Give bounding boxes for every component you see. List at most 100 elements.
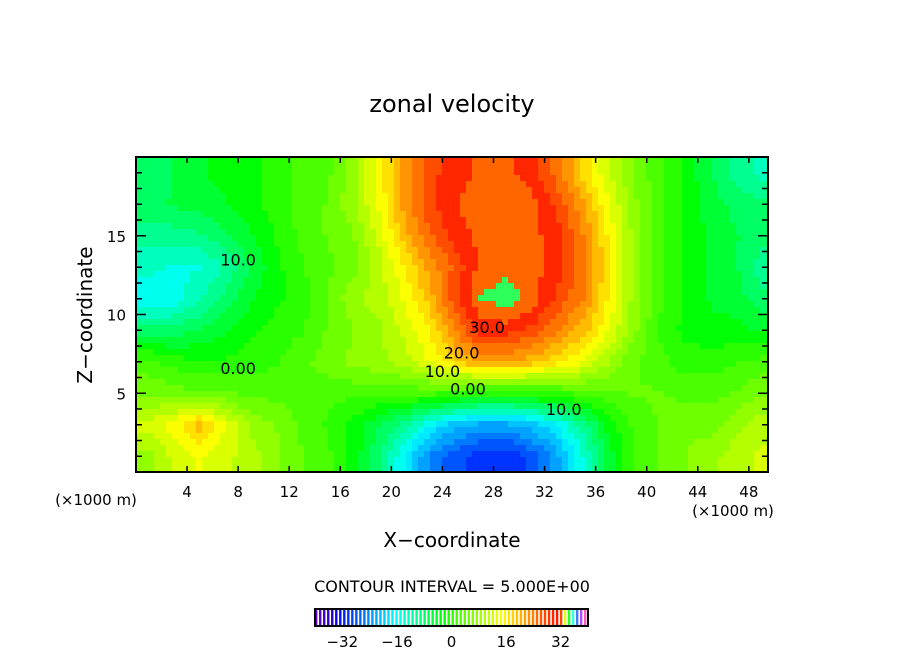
heatmap-cell bbox=[550, 295, 557, 302]
heatmap-cell bbox=[604, 403, 611, 410]
heatmap-cell bbox=[256, 175, 263, 182]
heatmap-cell bbox=[316, 271, 323, 278]
heatmap-cell bbox=[292, 235, 299, 242]
heatmap-cell bbox=[190, 265, 197, 272]
heatmap-cell bbox=[262, 385, 269, 392]
heatmap-cell bbox=[436, 205, 443, 212]
heatmap-cell bbox=[712, 205, 719, 212]
heatmap-cell bbox=[262, 187, 269, 194]
heatmap-cell bbox=[754, 193, 761, 200]
heatmap-cell bbox=[490, 175, 497, 182]
heatmap-cell bbox=[310, 247, 317, 254]
heatmap-cell bbox=[262, 361, 269, 368]
heatmap-cell bbox=[190, 271, 197, 278]
heatmap-cell bbox=[376, 433, 383, 440]
heatmap-cell bbox=[328, 433, 335, 440]
heatmap-cell bbox=[598, 355, 605, 362]
heatmap-cell bbox=[652, 361, 659, 368]
heatmap-cell bbox=[736, 199, 743, 206]
heatmap-cell bbox=[280, 187, 287, 194]
heatmap-cell bbox=[160, 385, 167, 392]
heatmap-cell bbox=[436, 265, 443, 272]
heatmap-cell bbox=[496, 367, 503, 374]
heatmap-cell bbox=[556, 271, 563, 278]
heatmap-cell bbox=[352, 169, 359, 176]
heatmap-cell bbox=[184, 421, 191, 428]
heatmap-cell bbox=[706, 241, 713, 248]
heatmap-cell bbox=[184, 427, 191, 434]
heatmap-cell bbox=[202, 283, 209, 290]
heatmap-cell bbox=[544, 397, 551, 404]
heatmap-cell bbox=[352, 277, 359, 284]
heatmap-cell bbox=[676, 301, 683, 308]
heatmap-cell bbox=[484, 289, 491, 296]
heatmap-cell bbox=[196, 199, 203, 206]
heatmap-cell bbox=[172, 169, 179, 176]
heatmap-cell bbox=[724, 337, 731, 344]
heatmap-cell bbox=[358, 277, 365, 284]
heatmap-cell bbox=[292, 211, 299, 218]
heatmap-cell bbox=[322, 427, 329, 434]
heatmap-cell bbox=[736, 265, 743, 272]
heatmap-cell bbox=[202, 367, 209, 374]
heatmap-cell bbox=[544, 163, 551, 170]
heatmap-cell bbox=[568, 277, 575, 284]
heatmap-cell bbox=[748, 409, 755, 416]
heatmap-cell bbox=[688, 427, 695, 434]
heatmap-cell bbox=[280, 199, 287, 206]
heatmap-cell bbox=[448, 403, 455, 410]
heatmap-cell bbox=[160, 229, 167, 236]
heatmap-cell bbox=[736, 307, 743, 314]
heatmap-cell bbox=[580, 343, 587, 350]
heatmap-cell bbox=[376, 295, 383, 302]
heatmap-cell bbox=[412, 169, 419, 176]
heatmap-cell bbox=[730, 313, 737, 320]
heatmap-cell bbox=[376, 427, 383, 434]
heatmap-cell bbox=[736, 289, 743, 296]
heatmap-cell bbox=[622, 175, 629, 182]
heatmap-cell bbox=[334, 295, 341, 302]
heatmap-cell bbox=[700, 283, 707, 290]
heatmap-cell bbox=[658, 397, 665, 404]
heatmap-cell bbox=[322, 169, 329, 176]
heatmap-cell bbox=[658, 283, 665, 290]
heatmap-cell bbox=[628, 421, 635, 428]
heatmap-cell bbox=[478, 433, 485, 440]
heatmap-cell bbox=[250, 421, 257, 428]
heatmap-cell bbox=[508, 355, 515, 362]
heatmap-cell bbox=[508, 373, 515, 380]
heatmap-cell bbox=[172, 295, 179, 302]
heatmap-cell bbox=[220, 307, 227, 314]
heatmap-cell bbox=[208, 265, 215, 272]
heatmap-cell bbox=[238, 265, 245, 272]
heatmap-cell bbox=[334, 307, 341, 314]
heatmap-cell bbox=[442, 175, 449, 182]
heatmap-cell bbox=[664, 289, 671, 296]
heatmap-cell bbox=[742, 283, 749, 290]
heatmap-cell bbox=[442, 385, 449, 392]
heatmap-cell bbox=[712, 349, 719, 356]
heatmap-cell bbox=[226, 427, 233, 434]
heatmap-cell bbox=[604, 349, 611, 356]
heatmap-cell bbox=[334, 349, 341, 356]
heatmap-cell bbox=[604, 415, 611, 422]
heatmap-cell bbox=[202, 193, 209, 200]
heatmap-cell bbox=[628, 265, 635, 272]
heatmap-cell bbox=[586, 265, 593, 272]
heatmap-cell bbox=[604, 175, 611, 182]
heatmap-cell bbox=[352, 235, 359, 242]
heatmap-cell bbox=[646, 157, 653, 164]
heatmap-cell bbox=[526, 391, 533, 398]
heatmap-cell bbox=[700, 211, 707, 218]
heatmap-cell bbox=[370, 205, 377, 212]
heatmap-cell bbox=[388, 241, 395, 248]
heatmap-cell bbox=[310, 235, 317, 242]
heatmap-cell bbox=[430, 295, 437, 302]
heatmap-cell bbox=[256, 229, 263, 236]
heatmap-cell bbox=[496, 313, 503, 320]
heatmap-cell bbox=[718, 391, 725, 398]
heatmap-cell bbox=[592, 427, 599, 434]
heatmap-cell bbox=[478, 331, 485, 338]
heatmap-cell bbox=[202, 181, 209, 188]
heatmap-cell bbox=[718, 385, 725, 392]
